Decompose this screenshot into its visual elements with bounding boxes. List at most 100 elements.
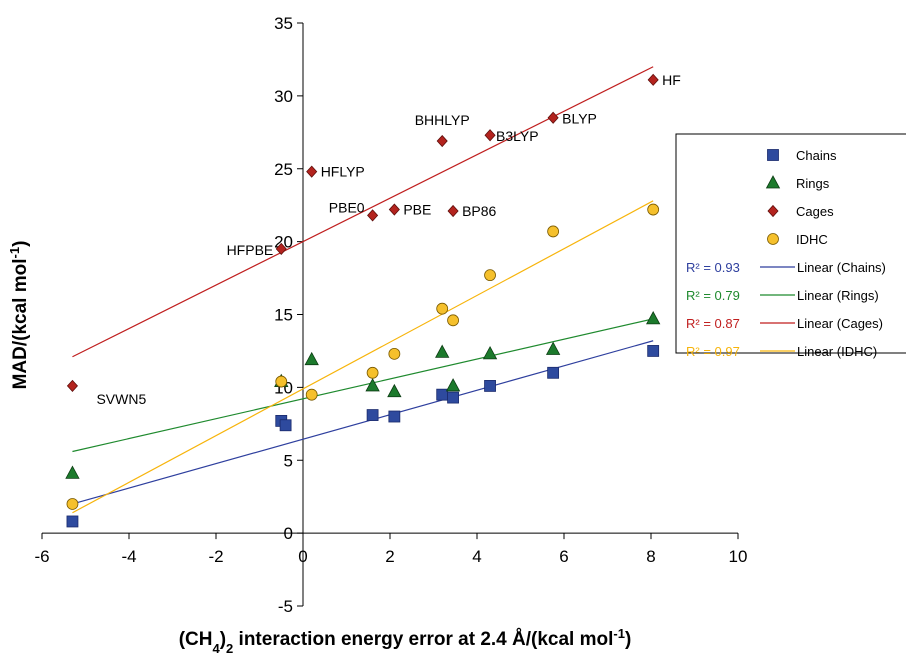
data-point-chains: [647, 345, 660, 357]
legend-marker-idhc: [767, 233, 779, 245]
data-point-idhc: [366, 366, 379, 379]
data-point-rings: [365, 378, 380, 392]
data-point-rings: [387, 383, 402, 398]
point-label: HFPBE: [227, 242, 274, 258]
point-label: SVWN5: [96, 391, 146, 407]
legend-label: Linear (IDHC): [797, 344, 877, 359]
trendline: [72, 318, 654, 453]
data-point-idhc: [305, 388, 318, 401]
x-tick-label: 2: [385, 547, 394, 566]
point-label: BLYP: [562, 111, 597, 127]
x-tick-label: 6: [559, 547, 568, 566]
y-tick-label: 35: [274, 14, 293, 33]
data-point-idhc: [66, 498, 79, 510]
legend-r2-label: R² = 0.97: [686, 344, 740, 359]
data-point-cages: [275, 242, 287, 256]
data-point-chains: [66, 515, 79, 528]
point-label: PBE: [403, 202, 431, 218]
data-point-rings: [545, 341, 561, 355]
data-point-chains: [366, 409, 379, 421]
y-tick-label: 0: [284, 524, 293, 543]
point-label: HFLYP: [321, 164, 365, 180]
data-point-rings: [304, 351, 319, 366]
point-label: HF: [662, 72, 681, 88]
data-point-chains: [436, 388, 449, 401]
data-point-idhc: [275, 375, 288, 388]
data-point-chains: [547, 366, 560, 379]
y-axis-title-part: ): [10, 241, 31, 247]
data-point-idhc: [436, 302, 449, 315]
legend-label: Linear (Chains): [797, 260, 886, 275]
data-point-cages: [647, 73, 659, 86]
data-point-chains: [447, 391, 459, 404]
point-label: PBE0: [329, 199, 365, 215]
point-labels: SVWN5 HFPBE HFLYP PBE0 PBE BHHLYP BP86 B3LYP BLY…: [96, 72, 680, 407]
data-point-chains: [484, 380, 496, 392]
legend-r2-label: R² = 0.87: [686, 316, 740, 331]
legend: Chains Rings Cages IDHC R² = 0.93 Linear (Cha…: [675, 133, 906, 359]
data-point-idhc: [547, 225, 560, 238]
x-axis-title-part: ): [220, 629, 226, 650]
data-point-cages: [436, 134, 448, 148]
y-tick-label: 30: [274, 87, 293, 106]
legend-label: Rings: [796, 176, 830, 191]
legend-label: IDHC: [796, 232, 828, 247]
x-tick-label: 10: [729, 547, 748, 566]
x-tick-label: 0: [298, 547, 307, 566]
data-point-rings: [65, 465, 80, 479]
x-axis-title: (CH4)2 interaction energy error at 2.4 Å…: [179, 626, 632, 656]
x-axis-title-part: (CH: [179, 629, 213, 650]
data-point-rings: [646, 311, 661, 325]
y-tick-label: 5: [284, 451, 293, 470]
x-tick-label: 8: [646, 547, 655, 566]
point-label: BHHLYP: [415, 112, 470, 128]
trendline: [72, 340, 654, 505]
legend-label: Cages: [796, 204, 834, 219]
x-tick-label: -4: [121, 547, 136, 566]
data-point-idhc: [484, 269, 496, 282]
legend-label: Linear (Rings): [797, 288, 879, 303]
data-point-idhc: [647, 203, 660, 216]
y-axis-title-part: MAD/(kcal mol: [10, 258, 31, 389]
point-label: BP86: [462, 203, 496, 219]
data-point-cages: [447, 204, 459, 218]
point-label: B3LYP: [496, 128, 539, 144]
legend-label: Chains: [796, 148, 837, 163]
legend-marker-rings: [765, 175, 781, 189]
data-point-idhc: [447, 314, 459, 327]
y-axis-title-part: -1: [7, 247, 22, 259]
trendline: [72, 200, 654, 514]
y-tick-label: -5: [278, 597, 293, 616]
data-point-cages: [547, 111, 559, 124]
data-point-chains: [279, 419, 292, 432]
x-tick-label: -6: [34, 547, 49, 566]
x-axis-title-part: -1: [613, 626, 625, 641]
trendline: [72, 66, 654, 358]
data-point-rings: [435, 344, 450, 358]
y-axis-title: MAD/(kcal mol-1): [7, 241, 32, 390]
data-point-rings: [445, 378, 461, 392]
legend-box: [675, 133, 906, 354]
x-axis-title-part: 2: [226, 641, 233, 656]
legend-r2-label: R² = 0.93: [686, 260, 740, 275]
legend-marker-cages: [767, 204, 779, 218]
x-axis-title-part: ): [625, 629, 631, 650]
x-tick-label: 4: [472, 547, 481, 566]
x-axis-title-part: interaction energy error at 2.4 Å/(kcal …: [233, 629, 613, 650]
data-point-cages: [388, 203, 400, 216]
trendlines: [72, 66, 654, 514]
data-point-cages: [484, 129, 496, 142]
data-points: [65, 73, 661, 528]
y-tick-label: 25: [274, 160, 293, 179]
data-point-cages: [306, 165, 318, 178]
data-point-idhc: [388, 347, 401, 360]
legend-r2-label: R² = 0.79: [686, 288, 740, 303]
data-point-rings: [482, 346, 498, 360]
legend-marker-chains: [767, 149, 779, 161]
y-tick-label: 15: [274, 306, 293, 325]
data-point-cages: [367, 209, 379, 222]
x-axis-title-part: 4: [212, 641, 220, 656]
axis-titles: (CH4)2 interaction energy error at 2.4 Å…: [7, 241, 632, 656]
x-tick-label: -2: [208, 547, 223, 566]
